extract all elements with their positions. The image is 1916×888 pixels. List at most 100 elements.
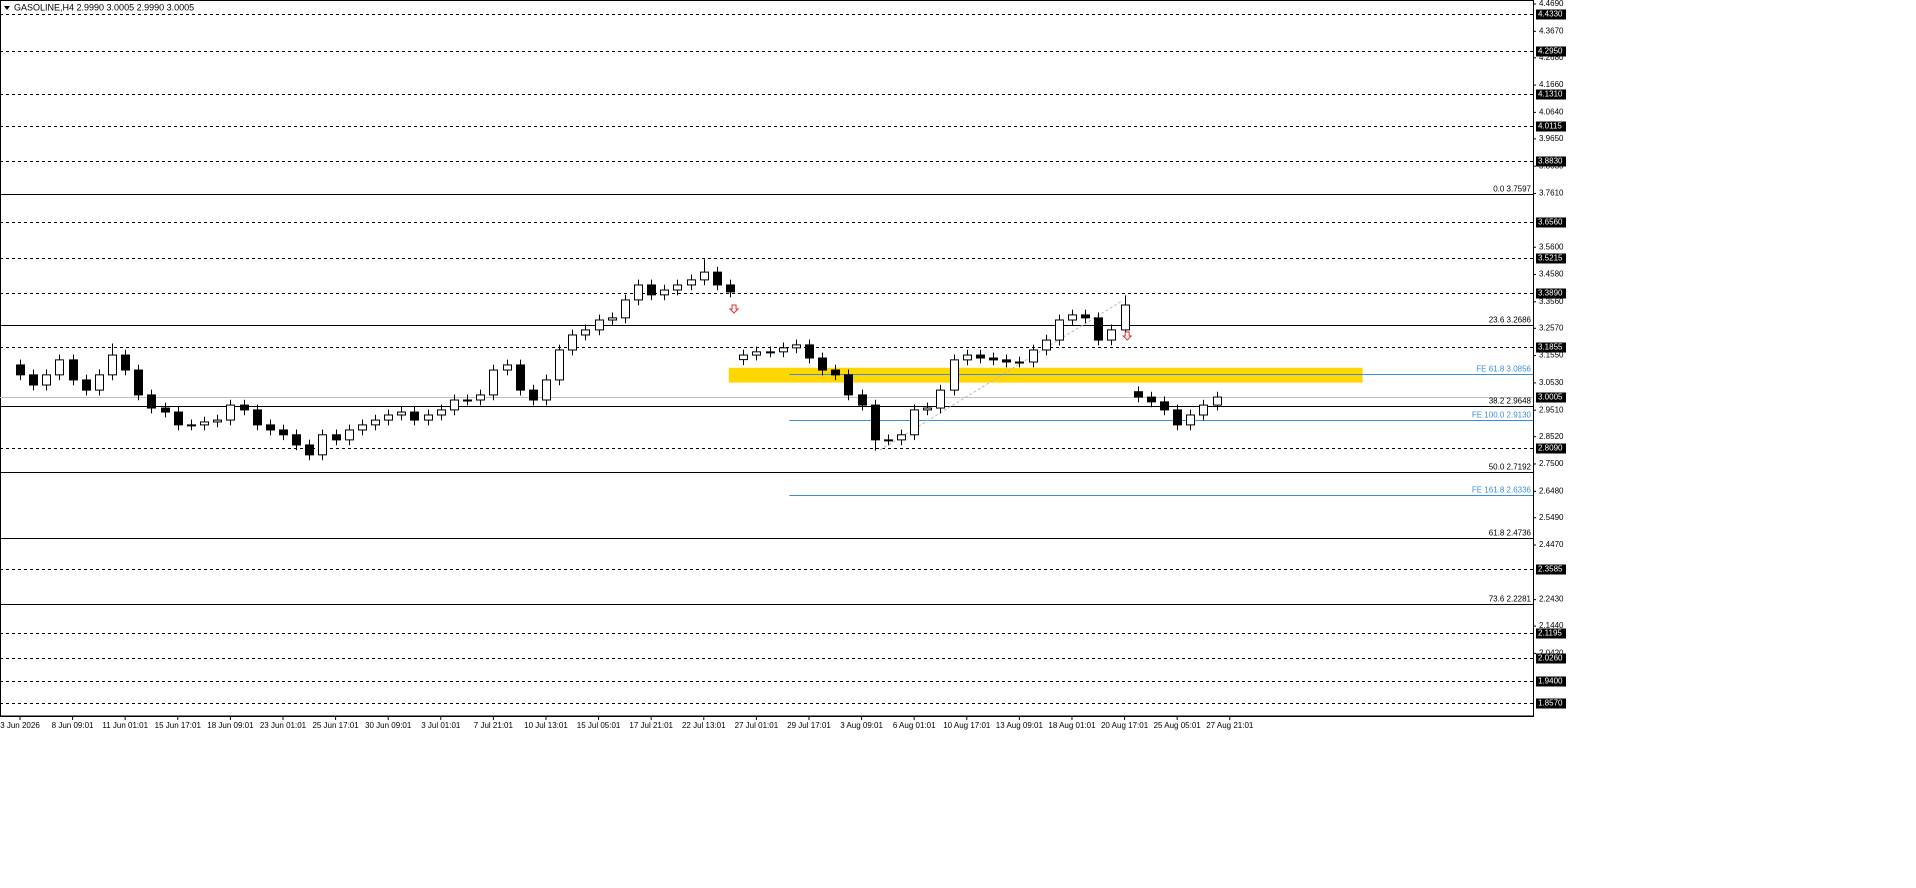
x-tick-label: 11 Jun 01:01 bbox=[102, 721, 148, 730]
candle-body bbox=[963, 354, 972, 361]
candle-body bbox=[700, 271, 709, 281]
current-price-label: 3.0005 bbox=[1538, 393, 1563, 402]
candle-body bbox=[1081, 314, 1090, 319]
collapse-triangle[interactable] bbox=[4, 6, 10, 10]
x-tick-label: 7 Jul 21:01 bbox=[474, 721, 514, 730]
candle-body bbox=[568, 334, 577, 351]
candle-body bbox=[1107, 329, 1116, 341]
candle-body bbox=[871, 404, 880, 441]
candle-body bbox=[384, 414, 393, 421]
candle-body bbox=[739, 354, 748, 361]
sell-arrow bbox=[728, 304, 740, 314]
level-label: 3.5215 bbox=[1538, 254, 1563, 263]
candle-body bbox=[213, 419, 222, 423]
candle-body bbox=[332, 434, 341, 441]
y-tick-label: 3.3560 bbox=[1539, 297, 1564, 306]
level-label-box bbox=[1536, 443, 1566, 454]
fib-label: 23.6 3.2686 bbox=[1489, 316, 1532, 325]
candle-body bbox=[542, 379, 551, 401]
candle-body bbox=[1147, 396, 1156, 403]
y-tick-label: 3.9650 bbox=[1539, 134, 1564, 143]
candle-body bbox=[29, 374, 38, 386]
y-tick-label: 2.5490 bbox=[1539, 513, 1564, 522]
x-tick-label: 30 Jun 09:01 bbox=[365, 721, 412, 730]
candle-body bbox=[1199, 404, 1208, 416]
current-price-box bbox=[1536, 392, 1566, 403]
candle-body bbox=[608, 317, 617, 321]
candle-body bbox=[318, 434, 327, 456]
x-tick-label: 27 Aug 21:01 bbox=[1206, 721, 1254, 730]
fe-label: FE 100.0 2.9130 bbox=[1472, 411, 1532, 420]
y-tick-label: 2.7500 bbox=[1539, 459, 1564, 468]
candle-body bbox=[279, 429, 288, 436]
candle-body bbox=[831, 369, 840, 376]
y-tick-label: 2.0420 bbox=[1539, 648, 1564, 657]
candle-body bbox=[82, 379, 91, 391]
fib-label: 50.0 2.7192 bbox=[1489, 463, 1532, 472]
candle-body bbox=[463, 399, 472, 402]
level-label: 2.3585 bbox=[1538, 565, 1563, 574]
level-label-box bbox=[1536, 121, 1566, 132]
candle-body bbox=[121, 354, 130, 371]
level-label: 3.6560 bbox=[1538, 218, 1563, 227]
candle-body bbox=[16, 364, 25, 376]
candle-body bbox=[1186, 414, 1195, 426]
level-label-box bbox=[1536, 89, 1566, 100]
level-label-box bbox=[1536, 628, 1566, 639]
x-tick-label: 20 Aug 17:01 bbox=[1101, 721, 1149, 730]
y-tick-label: 2.4470 bbox=[1539, 540, 1564, 549]
candle-body bbox=[805, 344, 814, 359]
y-tick-label: 3.0530 bbox=[1539, 378, 1564, 387]
level-label: 3.3890 bbox=[1538, 289, 1563, 298]
candle-body bbox=[555, 349, 564, 381]
candle-body bbox=[529, 389, 538, 401]
candle-body bbox=[1002, 359, 1011, 363]
y-tick-label: 3.5600 bbox=[1539, 242, 1564, 251]
candle-body bbox=[516, 364, 525, 391]
candle-body bbox=[989, 357, 998, 361]
x-tick-label: 25 Aug 05:01 bbox=[1154, 721, 1202, 730]
x-tick-label: 3 Aug 09:01 bbox=[840, 721, 883, 730]
fib-label: 0.0 3.7597 bbox=[1493, 185, 1531, 194]
x-tick-label: 18 Jun 09:01 bbox=[207, 721, 254, 730]
y-tick-label: 4.4690 bbox=[1539, 0, 1564, 8]
candle-body bbox=[240, 404, 249, 411]
level-label-box bbox=[1536, 156, 1566, 167]
chart-title: GASOLINE,H4 2.9990 3.0005 2.9990 3.0005 bbox=[14, 2, 194, 12]
candle-body bbox=[410, 411, 419, 421]
candle-body bbox=[200, 421, 209, 426]
fib-label: 73.6 2.2281 bbox=[1489, 595, 1532, 604]
candle-body bbox=[226, 404, 235, 421]
level-label-box bbox=[1536, 653, 1566, 664]
candle-body bbox=[55, 359, 64, 376]
level-label: 4.0115 bbox=[1538, 122, 1562, 131]
candle-body bbox=[858, 394, 867, 406]
level-label: 4.4330 bbox=[1538, 10, 1563, 19]
candle-body bbox=[161, 407, 170, 413]
candle-body bbox=[134, 369, 143, 396]
candle-body bbox=[752, 351, 761, 356]
candle-body bbox=[673, 284, 682, 291]
fib-label: 61.8 2.4736 bbox=[1489, 529, 1532, 538]
fib-label: 38.2 2.9648 bbox=[1489, 397, 1532, 406]
level-label-box bbox=[1536, 217, 1566, 228]
candle-body bbox=[42, 374, 51, 386]
x-tick-label: 3 Jun 2026 bbox=[0, 721, 40, 730]
candle-body bbox=[792, 344, 801, 349]
level-label: 4.1310 bbox=[1538, 90, 1563, 99]
candle-body bbox=[1068, 314, 1077, 321]
candle-body bbox=[253, 409, 262, 426]
candle-body bbox=[713, 271, 722, 286]
x-tick-label: 17 Jul 21:01 bbox=[629, 721, 673, 730]
x-tick-label: 27 Jul 01:01 bbox=[735, 721, 779, 730]
y-tick-label: 4.3670 bbox=[1539, 26, 1564, 35]
level-label-box bbox=[1536, 9, 1566, 20]
candle-body bbox=[1055, 319, 1064, 341]
x-tick-label: 3 Jul 01:01 bbox=[421, 721, 461, 730]
candle-body bbox=[424, 414, 433, 421]
x-tick-label: 15 Jul 05:01 bbox=[577, 721, 621, 730]
level-label-box bbox=[1536, 564, 1566, 575]
level-label: 1.9400 bbox=[1538, 677, 1563, 686]
candle-body bbox=[779, 347, 788, 353]
zone-rectangle bbox=[728, 367, 1363, 383]
